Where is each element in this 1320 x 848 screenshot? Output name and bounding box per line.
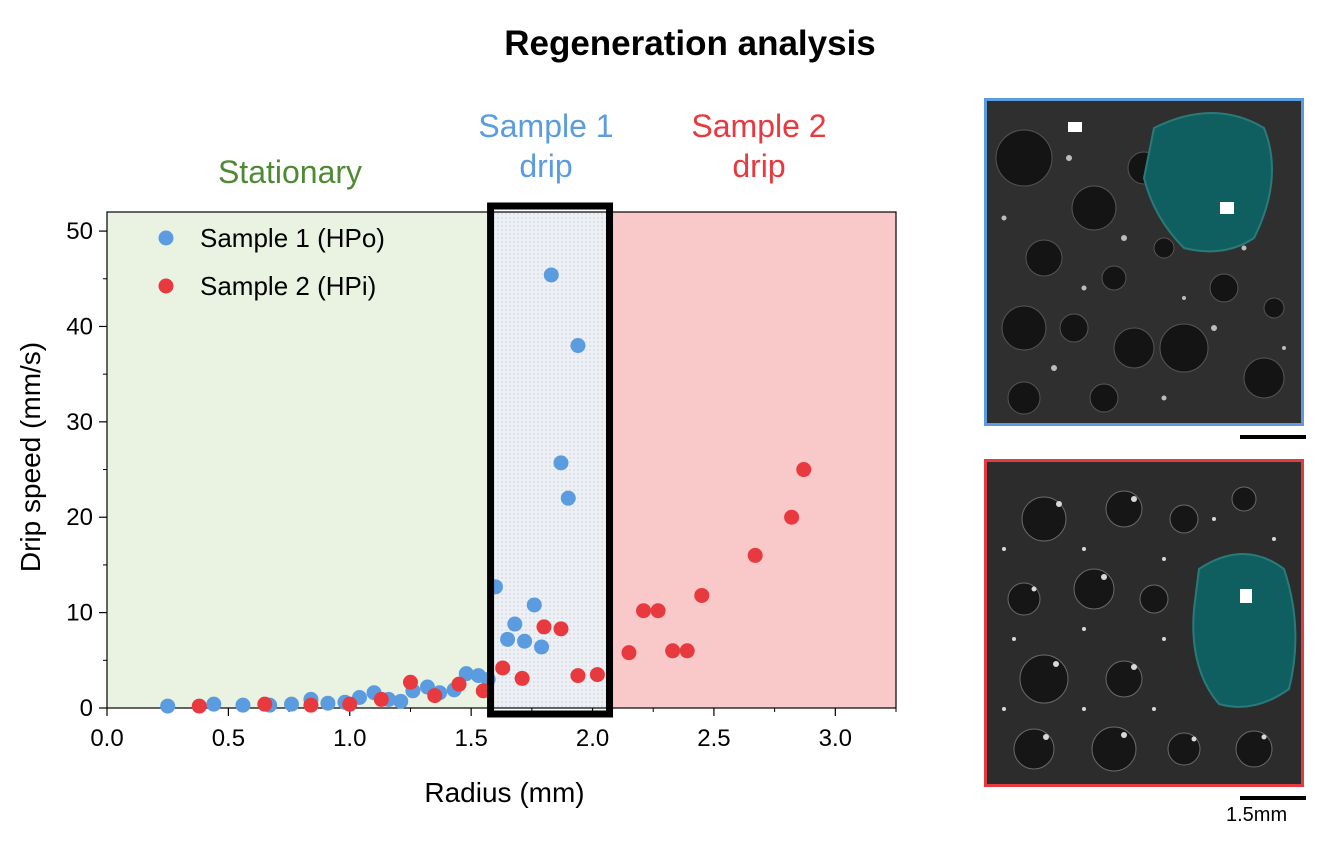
x-tick-label: 1.5 — [454, 725, 487, 752]
sample2-point — [191, 698, 207, 714]
sample1-point — [560, 490, 576, 506]
sample2-point — [621, 645, 637, 661]
sample2-point — [514, 670, 530, 686]
sample2-point — [665, 643, 681, 659]
sample1-point — [534, 639, 550, 655]
x-tick-label: 2.0 — [576, 725, 609, 752]
sample2-point — [589, 667, 605, 683]
sample2-point — [650, 603, 666, 619]
sample2-point — [679, 643, 695, 659]
sample2-point — [451, 676, 467, 692]
sample2-point — [784, 509, 800, 525]
legend-marker-2 — [158, 278, 174, 294]
sample1-point — [526, 597, 542, 613]
legend-marker-1 — [158, 230, 174, 246]
sample2-point — [694, 587, 710, 603]
sample1-point — [393, 693, 409, 709]
plot-frame — [106, 211, 897, 709]
sample1-point — [320, 695, 336, 711]
sample2-surface-photo — [984, 459, 1304, 787]
x-tick-label: 0.0 — [90, 725, 123, 752]
scale-bar-top — [1240, 435, 1306, 439]
sample1-point — [206, 696, 222, 712]
sample1-point — [543, 267, 559, 283]
y-tick-label: 50 — [66, 218, 93, 245]
sample2-point — [570, 668, 586, 684]
sample1-drip-highlight-box — [487, 202, 614, 718]
sample2-point — [402, 674, 418, 690]
sample2-point — [303, 697, 319, 713]
sample2-label-line1: Sample 2 — [691, 108, 827, 144]
sample1-point — [284, 696, 300, 712]
sample1-point — [553, 455, 569, 471]
scale-bar-label: 1.5mm — [1226, 804, 1288, 826]
sample2-drip-region-label: Sample 2 drip — [659, 106, 859, 186]
sample2-point — [747, 547, 763, 563]
droplet-surface-photo-icon — [984, 98, 1304, 426]
y-tick-label: 40 — [66, 313, 93, 340]
y-tick-label: 0 — [80, 695, 93, 722]
stationary-region — [107, 212, 491, 708]
y-tick-label: 20 — [66, 504, 93, 531]
y-tick-label: 10 — [66, 600, 93, 627]
x-tick-label: 3.0 — [819, 725, 852, 752]
sample2-point — [373, 691, 389, 707]
sample2-point — [427, 688, 443, 704]
sample2-point — [636, 603, 652, 619]
scale-bar-bottom — [1240, 796, 1306, 800]
sample2-point — [536, 619, 552, 635]
sample1-drip-region-label: Sample 1 drip — [446, 106, 646, 186]
sample1-point — [570, 338, 586, 354]
sample1-point — [507, 616, 523, 632]
stationary-label-text: Stationary — [217, 154, 363, 190]
sample2-label-line2: drip — [732, 148, 786, 184]
sample2-point — [495, 660, 511, 676]
sample1-label-line2: drip — [519, 148, 573, 184]
sample2-point — [342, 696, 358, 712]
y-tick-label: 30 — [66, 409, 93, 436]
sample1-point — [517, 633, 533, 649]
x-tick-label: 0.5 — [212, 725, 245, 752]
x-tick-label: 1.0 — [333, 725, 366, 752]
sample1-point — [160, 698, 176, 714]
sample2-point — [796, 462, 812, 478]
legend-label-1: Sample 1 (HPo) — [200, 223, 385, 253]
figure-title: Regeneration analysis — [504, 24, 876, 63]
sample1-surface-photo — [984, 98, 1304, 426]
sample1-point — [458, 666, 474, 682]
sample2-point — [475, 683, 491, 699]
y-axis-label: Drip speed (mm/s) — [15, 342, 46, 572]
x-tick-label: 2.5 — [697, 725, 730, 752]
x-axis-label: Radius (mm) — [424, 777, 584, 808]
stationary-region-label: Stationary — [190, 152, 390, 192]
sample2-point — [553, 621, 569, 637]
sample2-point — [257, 696, 273, 712]
sample1-label-line1: Sample 1 — [478, 108, 614, 144]
sample2-drip-region — [609, 212, 896, 708]
sample1-point — [500, 631, 516, 647]
legend-label-2: Sample 2 (HPi) — [200, 271, 376, 301]
sample1-point — [235, 697, 251, 713]
droplet-surface-photo-icon — [984, 459, 1304, 787]
